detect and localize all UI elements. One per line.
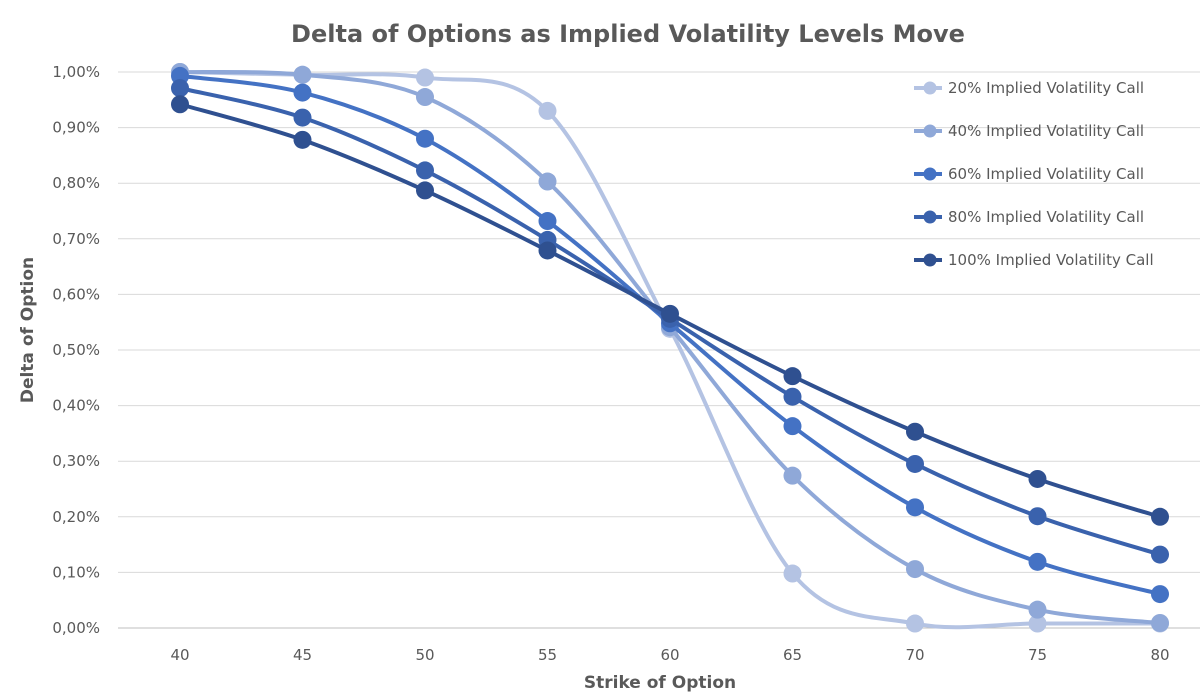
- data-point: [293, 130, 312, 149]
- data-point: [1028, 507, 1047, 526]
- y-axis-title: Delta of Option: [18, 257, 38, 403]
- data-point: [293, 108, 312, 127]
- data-point: [171, 95, 189, 114]
- data-point: [416, 129, 434, 148]
- x-tick-label: 40: [170, 646, 189, 664]
- data-point: [783, 564, 802, 583]
- data-point: [1151, 545, 1169, 564]
- x-tick-label: 75: [1028, 646, 1047, 664]
- x-tick-label: 55: [538, 646, 557, 664]
- chart-title: Delta of Options as Implied Volatility L…: [291, 20, 965, 48]
- data-point: [538, 172, 557, 191]
- x-tick-label: 45: [293, 646, 312, 664]
- series-line: [178, 69, 1162, 625]
- y-tick-label: 0,50%: [52, 341, 100, 359]
- legend-marker: [923, 210, 937, 224]
- data-point: [783, 367, 802, 386]
- legend-item: 20% Implied Volatility Call: [914, 79, 1144, 97]
- data-point: [1151, 507, 1169, 526]
- data-point: [906, 560, 924, 579]
- series-5: [171, 95, 1169, 526]
- legend-label: 100% Implied Volatility Call: [948, 251, 1154, 269]
- data-point: [538, 212, 557, 231]
- data-point: [906, 454, 924, 473]
- x-tick-label: 80: [1150, 646, 1169, 664]
- legend-item: 40% Implied Volatility Call: [914, 122, 1144, 140]
- legend-label: 20% Implied Volatility Call: [948, 79, 1144, 97]
- gridlines: [118, 71, 1200, 629]
- data-point: [1151, 613, 1169, 632]
- data-point: [538, 241, 557, 260]
- data-point: [293, 65, 312, 84]
- series-lines: [171, 63, 1169, 633]
- data-point: [416, 161, 434, 180]
- legend: 20% Implied Volatility Call 40% Implied V…: [914, 79, 1154, 269]
- legend-item: 100% Implied Volatility Call: [914, 251, 1154, 269]
- y-tick-label: 0,60%: [52, 285, 100, 303]
- data-point: [171, 79, 189, 98]
- y-tick-label: 0,80%: [52, 174, 100, 192]
- data-point: [416, 68, 434, 87]
- x-tick-label: 60: [660, 646, 679, 664]
- y-tick-label: 0,30%: [52, 452, 100, 470]
- data-point: [1151, 585, 1169, 604]
- y-tick-label: 1,00%: [52, 63, 100, 81]
- legend-label: 60% Implied Volatility Call: [948, 165, 1144, 183]
- data-point: [906, 422, 924, 441]
- x-tick-label: 50: [415, 646, 434, 664]
- legend-marker: [923, 253, 937, 267]
- data-point: [1028, 469, 1047, 488]
- x-axis-title: Strike of Option: [584, 673, 736, 693]
- y-tick-label: 0,20%: [52, 508, 100, 526]
- y-axis-ticks: 0,00% 0,10% 0,20% 0,30% 0,40% 0,50% 0,60% 0,70%…: [52, 63, 100, 637]
- x-tick-label: 70: [905, 646, 924, 664]
- data-point: [783, 417, 802, 436]
- x-axis-ticks: 40 45 50 55 60 65 70 75 80: [170, 646, 1169, 664]
- y-tick-label: 0,70%: [52, 230, 100, 248]
- data-point: [1028, 600, 1047, 619]
- data-point: [783, 466, 802, 485]
- data-point: [1028, 552, 1047, 571]
- data-point: [416, 181, 434, 200]
- legend-label: 80% Implied Volatility Call: [948, 208, 1144, 226]
- legend-marker: [923, 167, 937, 181]
- data-point: [661, 304, 679, 323]
- data-point: [906, 614, 924, 633]
- legend-marker: [923, 124, 937, 138]
- y-tick-label: 0,10%: [52, 563, 100, 581]
- data-point: [783, 387, 802, 406]
- data-point: [906, 498, 924, 517]
- legend-item: 60% Implied Volatility Call: [914, 165, 1144, 183]
- data-point: [538, 101, 557, 120]
- legend-marker: [923, 81, 937, 95]
- y-tick-label: 0,00%: [52, 619, 100, 637]
- data-point: [1028, 614, 1047, 633]
- x-tick-label: 65: [783, 646, 802, 664]
- legend-item: 80% Implied Volatility Call: [914, 208, 1144, 226]
- legend-label: 40% Implied Volatility Call: [948, 122, 1144, 140]
- y-tick-label: 0,40%: [52, 397, 100, 415]
- data-point: [416, 88, 434, 107]
- y-tick-label: 0,90%: [52, 119, 100, 137]
- data-point: [293, 83, 312, 102]
